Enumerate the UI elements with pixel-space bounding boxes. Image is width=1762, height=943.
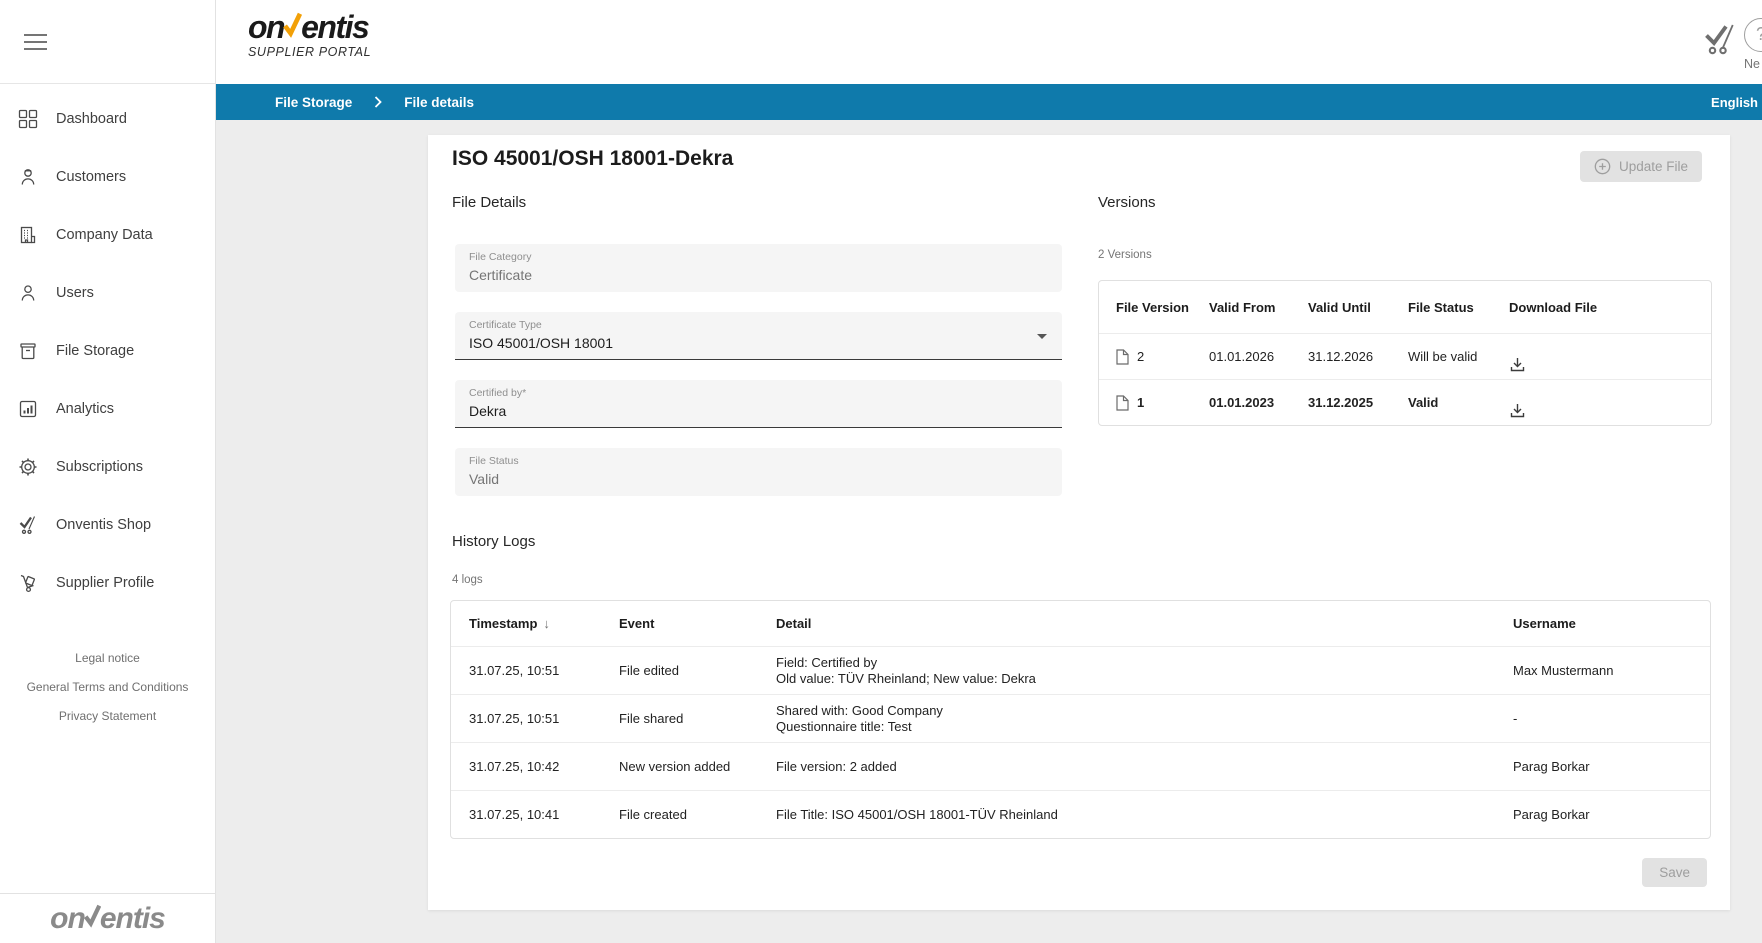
- customers-icon: [18, 167, 38, 187]
- file-details-card: ISO 45001/OSH 18001-Dekra Update File Fi…: [428, 135, 1730, 910]
- file-icon: [1116, 394, 1129, 411]
- sidebar-item-company-data[interactable]: Company Data: [0, 206, 215, 264]
- sidebar-top: [0, 0, 215, 84]
- file-icon: [1116, 348, 1129, 365]
- version-row[interactable]: 1 01.01.2023 31.12.2025 Valid: [1099, 379, 1711, 425]
- sidebar-item-label: Analytics: [56, 401, 115, 417]
- download-icon[interactable]: [1509, 356, 1711, 373]
- sidebar-item-label: Company Data: [56, 227, 153, 243]
- sidebar-footer-links: Legal notice General Terms and Condition…: [0, 644, 215, 731]
- versions-table-header: File Version Valid From Valid Until File…: [1116, 299, 1598, 315]
- help-icon[interactable]: ?: [1744, 18, 1762, 52]
- sidebar-item-subscriptions[interactable]: Subscriptions: [0, 438, 215, 496]
- history-log-row: 31.07.25, 10:51 File edited Field: Certi…: [451, 646, 1710, 694]
- certificate-type-select[interactable]: Certificate Type ISO 45001/OSH 18001: [455, 312, 1062, 360]
- file-category-field: File Category Certificate: [455, 244, 1062, 292]
- save-button[interactable]: Save: [1642, 858, 1707, 887]
- history-table-header: Timestamp ↓ Event Detail Username: [469, 616, 1576, 631]
- history-log-row: 31.07.25, 10:51 File shared Shared with:…: [451, 694, 1710, 742]
- chevron-right-icon: [374, 96, 383, 108]
- sort-desc-icon: ↓: [543, 616, 550, 631]
- breadcrumb: File Storage File details English: [216, 84, 1762, 120]
- onventis-footer-logo: on entis: [50, 901, 166, 935]
- subscriptions-icon: [18, 457, 38, 477]
- logo-subtitle: SUPPLIER PORTAL: [248, 45, 372, 59]
- menu-icon[interactable]: [24, 29, 47, 55]
- sidebar-item-label: Users: [56, 285, 94, 301]
- sidebar-item-label: Customers: [56, 169, 127, 185]
- users-icon: [18, 283, 38, 303]
- legal-notice-link[interactable]: Legal notice: [75, 651, 140, 665]
- file-details-section: File Details File Category Certificate C…: [452, 194, 1062, 516]
- shop-cart-icon[interactable]: [1702, 22, 1738, 55]
- sidebar-item-label: Supplier Profile: [56, 575, 155, 591]
- versions-count: 2 Versions: [1098, 249, 1152, 261]
- versions-title: Versions: [1098, 194, 1156, 211]
- certified-by-input[interactable]: Certified by* Dekra: [455, 380, 1062, 428]
- sidebar-nav: Dashboard Customers Company Data Users F…: [0, 84, 215, 612]
- breadcrumb-current: File details: [404, 94, 475, 110]
- versions-table: File Version Valid From Valid Until File…: [1098, 280, 1712, 426]
- version-row[interactable]: 2 01.01.2026 31.12.2026 Will be valid: [1099, 333, 1711, 379]
- sidebar-item-dashboard[interactable]: Dashboard: [0, 90, 215, 148]
- terms-link[interactable]: General Terms and Conditions: [26, 680, 189, 694]
- history-logs-table: Timestamp ↓ Event Detail Username 31.07.2…: [450, 600, 1711, 839]
- update-file-button[interactable]: Update File: [1579, 151, 1702, 182]
- sidebar-item-users[interactable]: Users: [0, 264, 215, 322]
- onventis-logo: on entis SUPPLIER PORTAL: [248, 9, 372, 59]
- sidebar: Dashboard Customers Company Data Users F…: [0, 0, 216, 943]
- privacy-link[interactable]: Privacy Statement: [58, 709, 157, 723]
- help-label: Ne: [1744, 57, 1760, 71]
- supplier-profile-icon: [18, 573, 38, 593]
- file-status-field: File Status Valid: [455, 448, 1062, 496]
- download-icon[interactable]: [1509, 402, 1711, 419]
- timestamp-sort-header[interactable]: Timestamp ↓: [469, 616, 550, 631]
- sidebar-item-file-storage[interactable]: File Storage: [0, 322, 215, 380]
- breadcrumb-parent[interactable]: File Storage: [275, 94, 353, 110]
- sidebar-item-supplier-profile[interactable]: Supplier Profile: [0, 554, 215, 612]
- analytics-icon: [18, 399, 38, 419]
- history-log-row: 31.07.25, 10:41 File created File Title:…: [451, 790, 1710, 838]
- sidebar-item-onventis-shop[interactable]: Onventis Shop: [0, 496, 215, 554]
- main-content: ISO 45001/OSH 18001-Dekra Update File Fi…: [216, 120, 1762, 943]
- sidebar-item-label: Onventis Shop: [56, 517, 152, 533]
- sidebar-item-customers[interactable]: Customers: [0, 148, 215, 206]
- history-logs-count: 4 logs: [452, 574, 483, 586]
- history-log-row: 31.07.25, 10:42 New version added File v…: [451, 742, 1710, 790]
- sidebar-item-label: File Storage: [56, 343, 135, 359]
- page-title: ISO 45001/OSH 18001-Dekra: [452, 147, 734, 170]
- history-logs-section: History Logs 4 logs Timestamp ↓ Event Det…: [450, 533, 1711, 839]
- file-storage-icon: [18, 341, 38, 361]
- chevron-down-icon: [1037, 334, 1047, 339]
- sidebar-item-label: Dashboard: [56, 111, 127, 127]
- company-data-icon: [18, 225, 38, 245]
- history-logs-title: History Logs: [452, 533, 536, 550]
- plus-circle-icon: [1594, 158, 1611, 175]
- sidebar-logo-area: on entis: [0, 893, 215, 943]
- sidebar-item-analytics[interactable]: Analytics: [0, 380, 215, 438]
- dashboard-icon: [18, 109, 38, 129]
- sidebar-item-label: Subscriptions: [56, 459, 144, 475]
- file-details-title: File Details: [452, 194, 527, 211]
- language-selector[interactable]: English: [1711, 94, 1758, 110]
- versions-section: Versions 2 Versions File Version Valid F…: [1098, 194, 1712, 426]
- shop-icon: [18, 515, 38, 535]
